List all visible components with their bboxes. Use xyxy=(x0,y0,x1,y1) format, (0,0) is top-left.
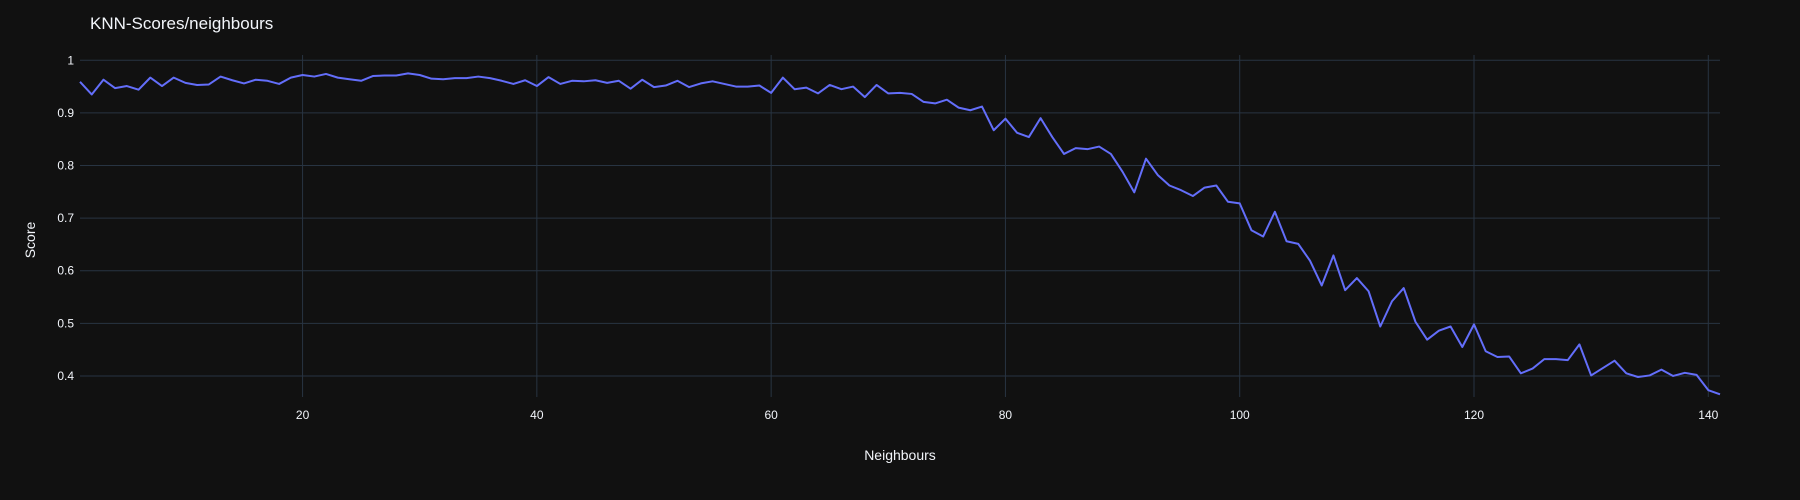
y-axis-title: Score xyxy=(22,222,38,259)
y-axis-ticks: 0.4 0.5 0.6 0.7 0.8 0.9 1 xyxy=(57,53,74,383)
x-tick-label: 80 xyxy=(999,408,1013,422)
y-tick-label: 0.6 xyxy=(57,264,74,278)
y-tick-label: 0.5 xyxy=(57,316,74,330)
x-tick-label: 40 xyxy=(530,408,544,422)
y-tick-label: 0.8 xyxy=(57,158,74,172)
series-layer xyxy=(79,72,1721,396)
x-tick-label: 100 xyxy=(1230,408,1250,422)
chart-title: KNN-Scores/neighbours xyxy=(90,14,273,33)
x-tick-label: 120 xyxy=(1464,408,1484,422)
x-axis-title: Neighbours xyxy=(864,447,936,463)
y-tick-label: 0.7 xyxy=(57,211,74,225)
grid xyxy=(80,55,1720,397)
y-tick-label: 0.4 xyxy=(57,369,74,383)
series-line xyxy=(79,72,1721,396)
x-tick-label: 60 xyxy=(764,408,778,422)
x-tick-label: 140 xyxy=(1698,408,1718,422)
y-tick-label: 0.9 xyxy=(57,106,74,120)
y-tick-label: 1 xyxy=(67,53,74,67)
x-axis-ticks: 20 40 60 80 100 120 140 xyxy=(296,408,1719,422)
x-tick-label: 20 xyxy=(296,408,310,422)
